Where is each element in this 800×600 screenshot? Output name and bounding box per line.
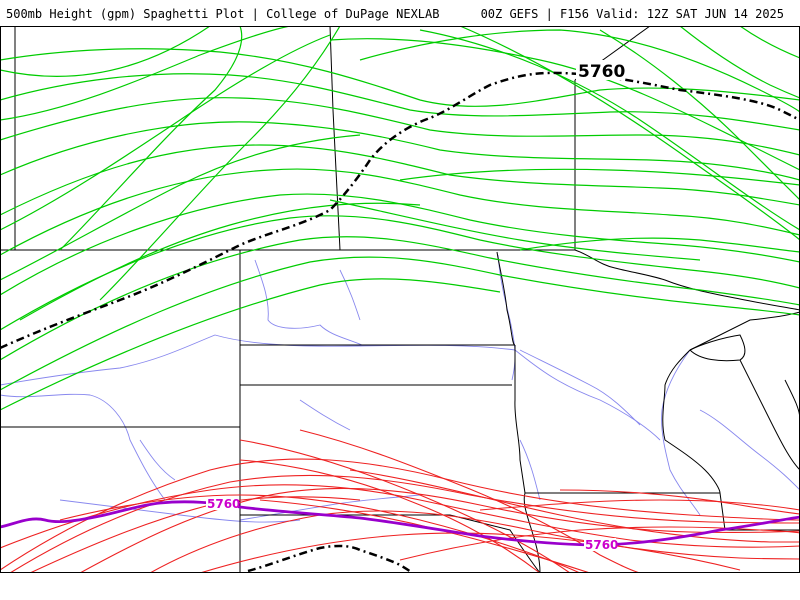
red-member-contours (0, 429, 800, 573)
label-mean-5760: 5760 (578, 62, 625, 82)
green-member-15 (0, 34, 331, 231)
green-member-5 (0, 144, 800, 216)
green-member-6 (0, 168, 800, 256)
green-member-10 (0, 256, 800, 391)
green-member-14 (59, 26, 243, 251)
green-member-11 (0, 278, 501, 411)
state-borders (0, 26, 800, 573)
green-member-20 (459, 26, 800, 241)
green-member-9 (0, 236, 800, 361)
map-canvas: 5760 5760 5760 (0, 26, 800, 573)
river-missouri (0, 334, 661, 441)
green-member-26 (0, 134, 361, 281)
green-member-18 (359, 29, 800, 113)
red-member-13 (399, 526, 800, 561)
run-valid-time: 00Z GEFS | F156 Valid: 12Z SAT JUN 14 20… (480, 7, 784, 21)
contour-labels: 5760 5760 5760 (206, 60, 625, 552)
green-member-13 (0, 26, 291, 121)
red-member-5 (149, 510, 800, 573)
red-member-16 (559, 489, 800, 515)
border-lake-superior (689, 311, 800, 351)
red-member-7 (239, 459, 541, 573)
red-member-2 (9, 474, 800, 573)
purple-5760-contour (0, 500, 800, 547)
border-sd-mn (514, 345, 526, 494)
green-member-12 (0, 26, 211, 77)
border-mn-wi (662, 349, 721, 494)
river-james (254, 259, 363, 346)
label-purple-5760-east: 5760 (585, 538, 618, 552)
green-member-3 (0, 97, 800, 156)
border-ne-ia (449, 514, 541, 573)
red-member-15 (59, 494, 581, 573)
green-member-19 (419, 29, 800, 231)
river-bighorn (139, 439, 176, 481)
border-canada-prov-2 (329, 26, 341, 251)
green-member-8 (0, 215, 800, 331)
river-iowa (519, 439, 541, 501)
header-bar: 500mb Height (gpm) Spaghetti Plot | Coll… (0, 0, 800, 26)
border-nd-mn (496, 251, 516, 346)
green-member-27 (519, 237, 800, 253)
river-yellowstone (0, 393, 166, 501)
green-member-2 (0, 73, 800, 131)
plot-title: 500mb Height (gpm) Spaghetti Plot | Coll… (6, 7, 440, 21)
green-member-7 (0, 193, 800, 296)
river-minnesota (519, 349, 641, 426)
ensemble-mean-contours (0, 71, 800, 573)
red-member-14 (199, 532, 741, 573)
border-mn-ontario (574, 249, 800, 311)
green-member-1 (0, 48, 800, 107)
green-member-23 (739, 26, 800, 59)
border-lake-shore (689, 334, 746, 362)
footer-bar (0, 573, 800, 600)
red-member-6 (239, 439, 571, 573)
green-member-25 (19, 202, 421, 321)
green-member-24 (329, 199, 701, 261)
green-member-16 (99, 26, 341, 301)
label-bg-red-east (584, 538, 616, 551)
green-member-contours (0, 26, 800, 411)
green-member-22 (679, 26, 800, 99)
red-member-12 (479, 499, 800, 511)
mean-5760-north (0, 71, 800, 350)
border-wi-north (739, 359, 800, 471)
label-bg-red-west (206, 497, 238, 510)
red-member-9 (299, 429, 641, 573)
mean-5760-south (247, 544, 413, 573)
river-sd (299, 399, 351, 431)
green-member-28 (399, 168, 800, 186)
river-wi (699, 409, 800, 491)
river-dakota (339, 269, 361, 321)
red-member-1 (0, 458, 800, 571)
green-member-21 (599, 29, 800, 201)
label-purple-5760-west: 5760 (207, 497, 240, 511)
label-bg-mean-north (576, 60, 624, 80)
river-platte (59, 499, 301, 523)
red-member-10 (349, 469, 800, 543)
border-sd-ia (523, 492, 541, 573)
